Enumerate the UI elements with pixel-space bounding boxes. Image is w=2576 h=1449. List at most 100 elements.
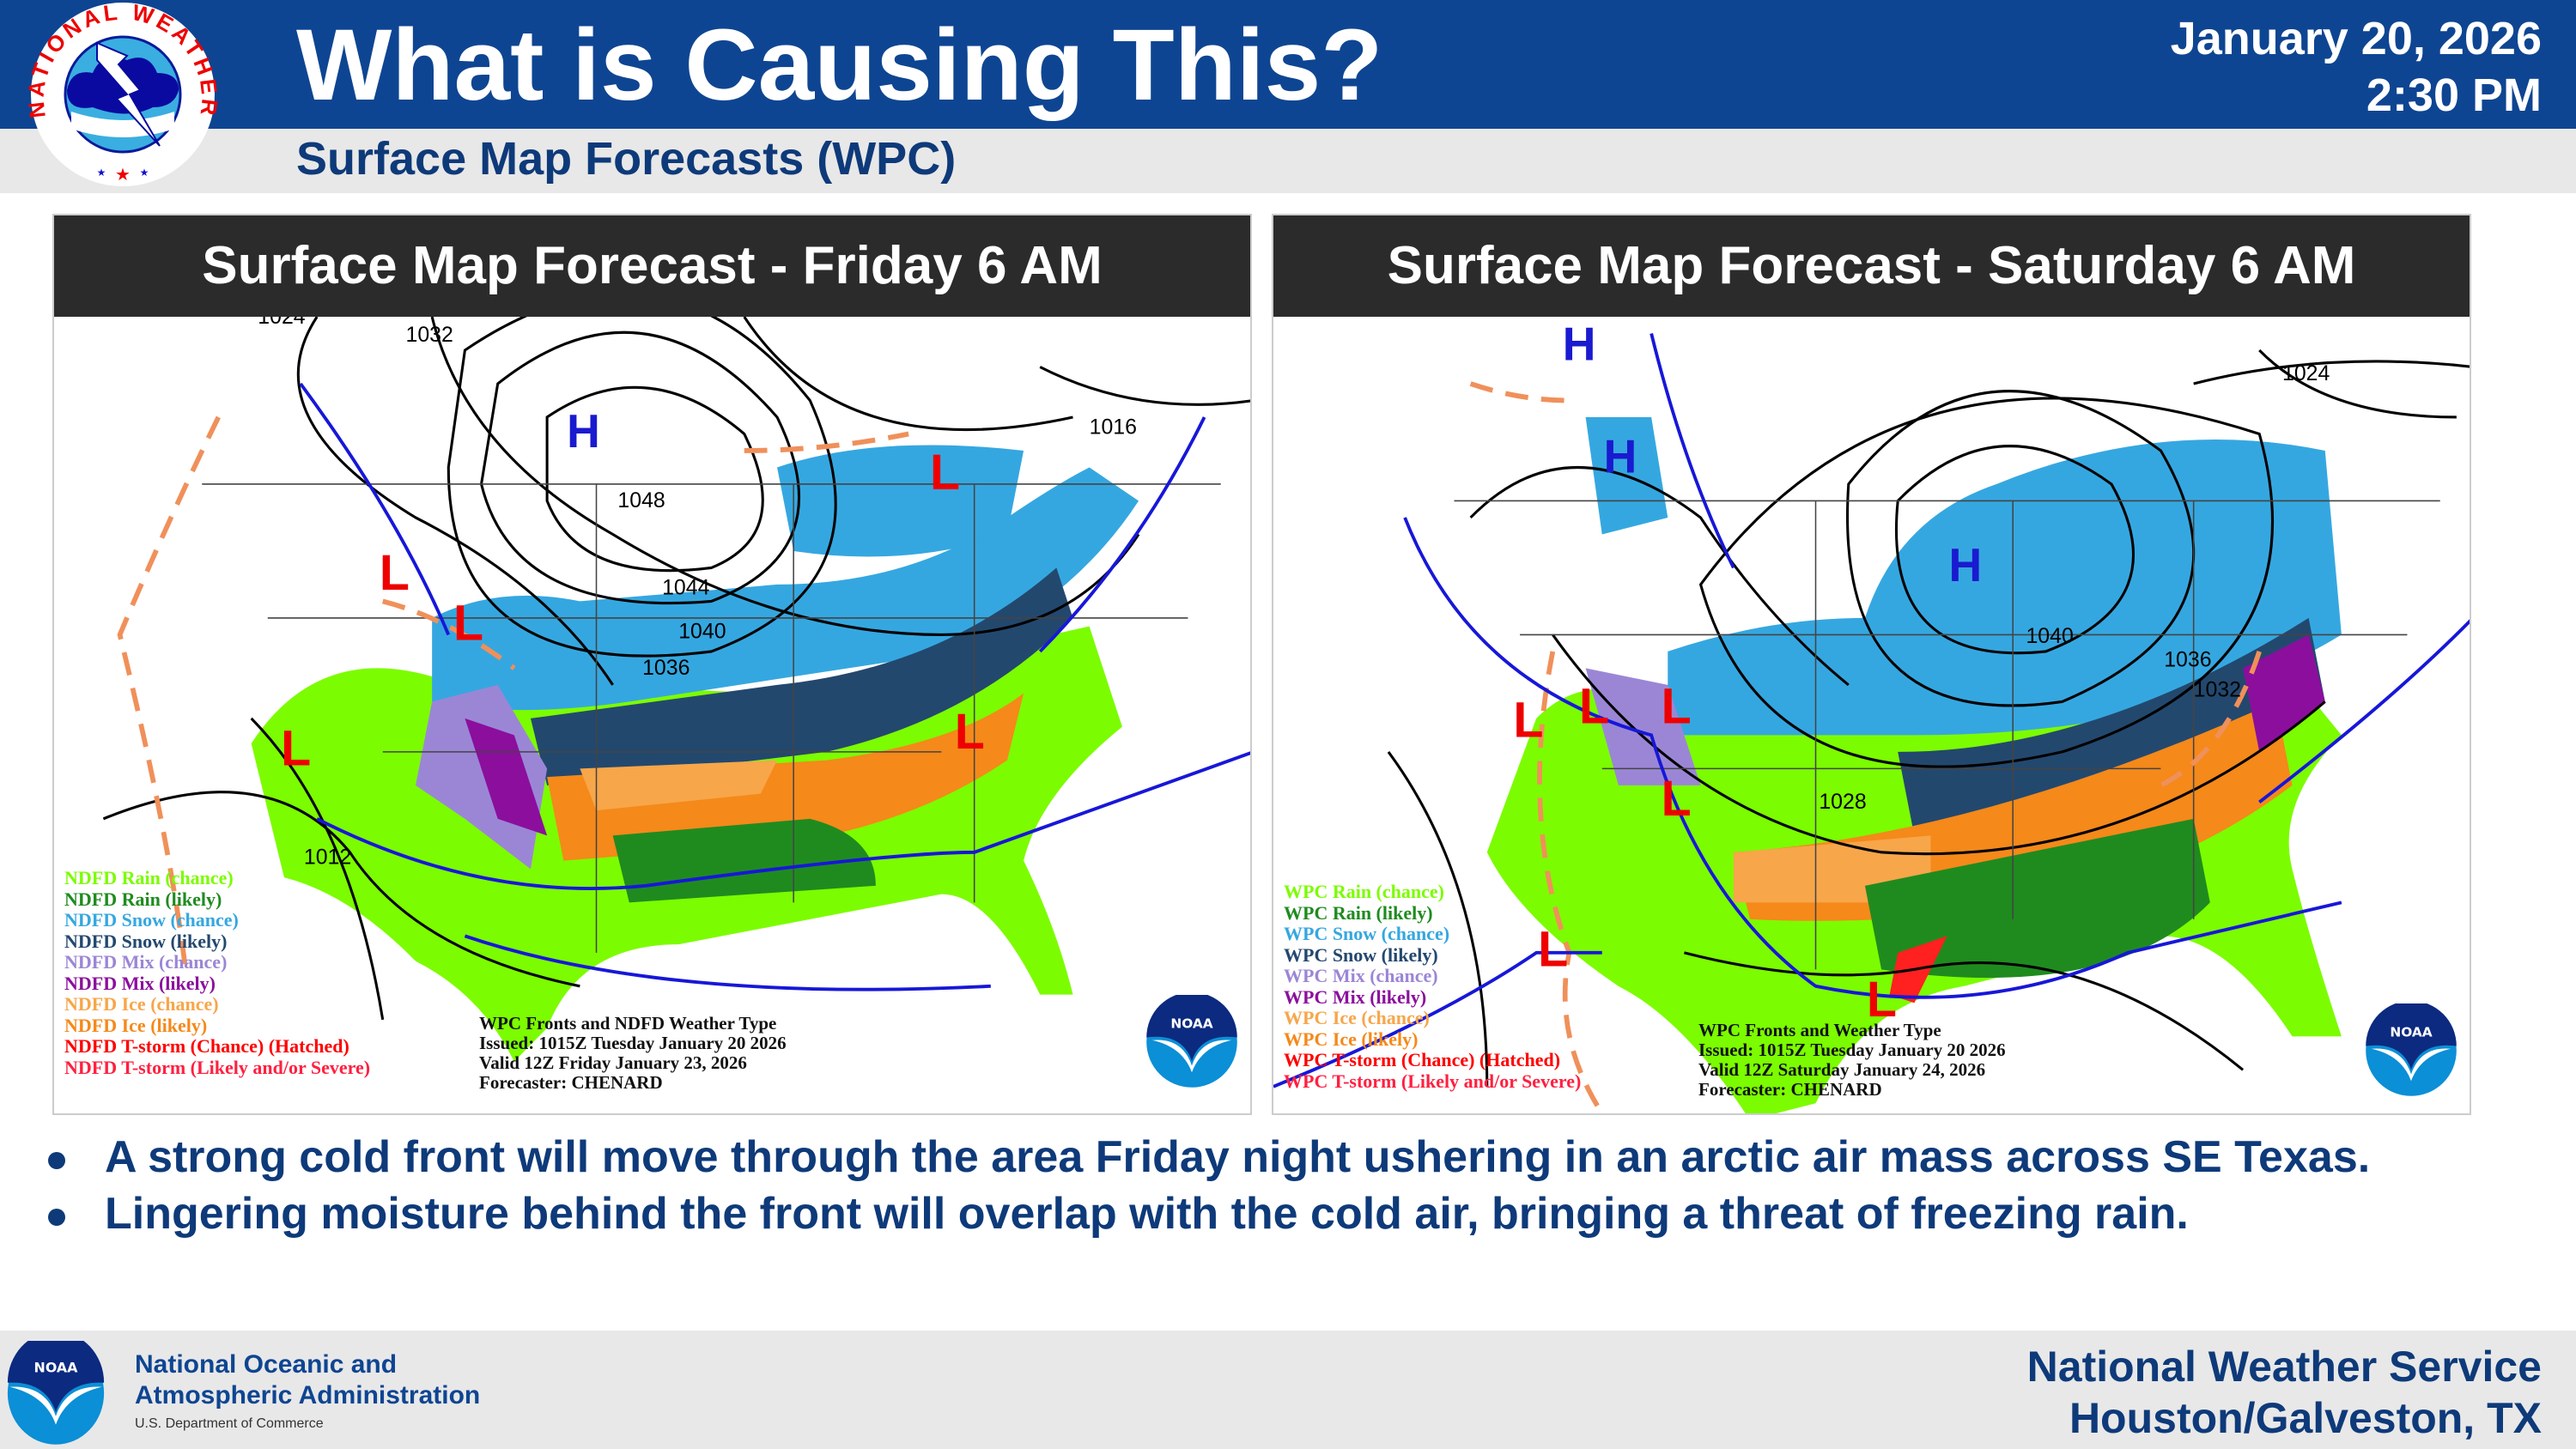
info-line: Issued: 1015Z Tuesday January 20 2026 (479, 1033, 787, 1053)
subtitle-band (0, 129, 2576, 193)
low-pressure-label: L (1662, 679, 1692, 735)
info-line: Forecaster: CHENARD (479, 1072, 663, 1093)
isobar-label: 1032 (2194, 677, 2241, 701)
isobar-label: 1040 (2026, 624, 2073, 648)
isobar-label: 1048 (617, 488, 665, 512)
legend-item: NDFD Rain (likely) (64, 888, 222, 910)
legend-item: NDFD Ice (chance) (64, 993, 219, 1015)
svg-text:NOAA: NOAA (1170, 1016, 1212, 1032)
forecast-panel-saturday: Surface Map Forecast - Saturday 6 AM (1272, 214, 2471, 1115)
troughs (117, 415, 909, 970)
isobar-label: 1044 (662, 575, 709, 599)
low-pressure-label: L (1538, 922, 1568, 978)
legend-item: WPC Ice (likely) (1284, 1028, 1419, 1050)
state-borders (202, 483, 1221, 953)
isobar-label: 1036 (642, 656, 690, 680)
svg-text:NOAA: NOAA (34, 1360, 79, 1376)
low-pressure-label: L (380, 545, 410, 601)
noaa-logo: NOAA (7, 1341, 105, 1445)
summary-bullets: A strong cold front will move through th… (43, 1131, 2370, 1245)
state-borders (1454, 500, 2440, 970)
svg-text:★: ★ (115, 164, 131, 185)
panel-title: Surface Map Forecast - Saturday 6 AM (1273, 215, 2470, 317)
info-line: Valid 12Z Friday January 23, 2026 (479, 1052, 747, 1073)
high-pressure-label: H (567, 406, 600, 458)
isobars (1387, 349, 2470, 1087)
info-line: Valid 12Z Saturday January 24, 2026 (1698, 1059, 1986, 1080)
forecast-panel-friday: Surface Map Forecast - Friday 6 AM (52, 214, 1252, 1115)
isobar-label: 1016 (1090, 415, 1137, 439)
office-name: National Weather Service Houston/Galvest… (2027, 1341, 2542, 1444)
map-info: WPC Fronts and NDFD Weather Type Issued:… (479, 1014, 787, 1093)
legend-item: WPC T-storm (Likely and/or Severe) (1284, 1070, 1582, 1092)
noaa-name: National Oceanic and Atmospheric Adminis… (135, 1349, 480, 1411)
high-pressure-label: H (1563, 318, 1596, 371)
info-line: Issued: 1015Z Tuesday January 20 2026 (1698, 1040, 2006, 1060)
legend-item: NDFD Ice (likely) (64, 1014, 208, 1036)
footer: NOAA National Oceanic and Atmospheric Ad… (0, 1331, 2576, 1449)
nws-logo: ★ ★ ★ NATIONAL WEATHER SERVICE (24, 0, 220, 186)
department-label: U.S. Department of Commerce (135, 1416, 324, 1431)
page-title: What is Causing This? (296, 9, 1383, 122)
legend-item: WPC Rain (likely) (1284, 901, 1433, 924)
legend-item: NDFD Rain (chance) (64, 867, 234, 888)
map-info: WPC Fronts and Weather Type Issued: 1015… (1698, 1021, 2006, 1100)
troughs (1469, 381, 2262, 1113)
low-pressure-label: L (1867, 972, 1897, 1028)
low-pressure-label: L (1662, 772, 1692, 828)
page-subtitle: Surface Map Forecasts (WPC) (296, 133, 957, 185)
isobar-label: 1040 (678, 619, 726, 643)
precip-areas (251, 445, 1139, 1062)
isobar-label: 1028 (1819, 790, 1866, 814)
legend-item: NDFD Snow (chance) (64, 909, 239, 931)
office-line: National Weather Service (2026, 1343, 2542, 1391)
low-pressure-label: L (955, 705, 985, 761)
svg-text:★: ★ (140, 167, 149, 179)
office-line: Houston/Galveston, TX (2069, 1394, 2542, 1442)
legend-item: NDFD Snow (likely) (64, 930, 228, 952)
cold-fronts (1273, 333, 2470, 1088)
svg-text:NOAA: NOAA (2390, 1025, 2432, 1040)
panel-title: Surface Map Forecast - Friday 6 AM (54, 215, 1250, 317)
noaa-logo: NOAA (2366, 1003, 2457, 1096)
legend-item: WPC Mix (chance) (1284, 965, 1438, 986)
legend-item: WPC Snow (chance) (1284, 923, 1450, 944)
issue-date: January 20, 2026 (2170, 13, 2542, 64)
map-legend: WPC Rain (chance) WPC Rain (likely) WPC … (1284, 881, 1582, 1092)
isobar-label: 1012 (304, 845, 351, 869)
svg-text:★: ★ (97, 167, 106, 179)
legend-item: WPC Ice (chance) (1284, 1007, 1430, 1028)
surface-map-saturday: H H H L L L L L L 1024 1040 1036 1032 10… (1273, 318, 2470, 1113)
legend-item: WPC Mix (likely) (1284, 985, 1427, 1008)
noaa-logo: NOAA (1146, 995, 1237, 1088)
cold-fronts (299, 382, 1250, 991)
low-pressure-label: L (1513, 693, 1543, 749)
issue-time: 2:30 PM (2366, 70, 2542, 121)
isobars (102, 317, 1250, 1021)
legend-item: WPC T-storm (Chance) (Hatched) (1284, 1049, 1561, 1070)
isobar-label: 1036 (2164, 647, 2211, 671)
legend-item: NDFD T-storm (Likely and/or Severe) (64, 1056, 371, 1078)
isobar-label: 1024 (258, 317, 305, 329)
high-pressure-label: H (1604, 431, 1637, 483)
low-pressure-label: L (453, 596, 483, 652)
legend-item: NDFD T-storm (Chance) (Hatched) (64, 1035, 349, 1057)
surface-map-friday: H L L L L L 1024 1032 1016 1048 1044 104… (102, 317, 1250, 1062)
header-bar (0, 0, 2576, 129)
bullet-item: A strong cold front will move through th… (43, 1131, 2370, 1188)
legend-item: NDFD Mix (chance) (64, 951, 228, 973)
isobar-label: 1024 (2282, 361, 2330, 385)
low-pressure-label: L (281, 721, 311, 777)
legend-item: WPC Snow (likely) (1284, 943, 1438, 966)
info-line: WPC Fronts and Weather Type (1698, 1020, 1941, 1040)
high-pressure-label: H (1949, 540, 1983, 592)
legend-item: WPC Rain (chance) (1284, 881, 1444, 902)
info-line: WPC Fronts and NDFD Weather Type (479, 1013, 777, 1034)
low-pressure-label: L (930, 445, 960, 500)
org-line: National Oceanic and (135, 1350, 398, 1379)
bullet-item: Lingering moisture behind the front will… (43, 1188, 2370, 1245)
info-line: Forecaster: CHENARD (1698, 1079, 1882, 1100)
org-line: Atmospheric Administration (135, 1381, 481, 1410)
issue-datetime: January 20, 2026 2:30 PM (2171, 10, 2542, 124)
legend-item: NDFD Mix (likely) (64, 972, 216, 994)
